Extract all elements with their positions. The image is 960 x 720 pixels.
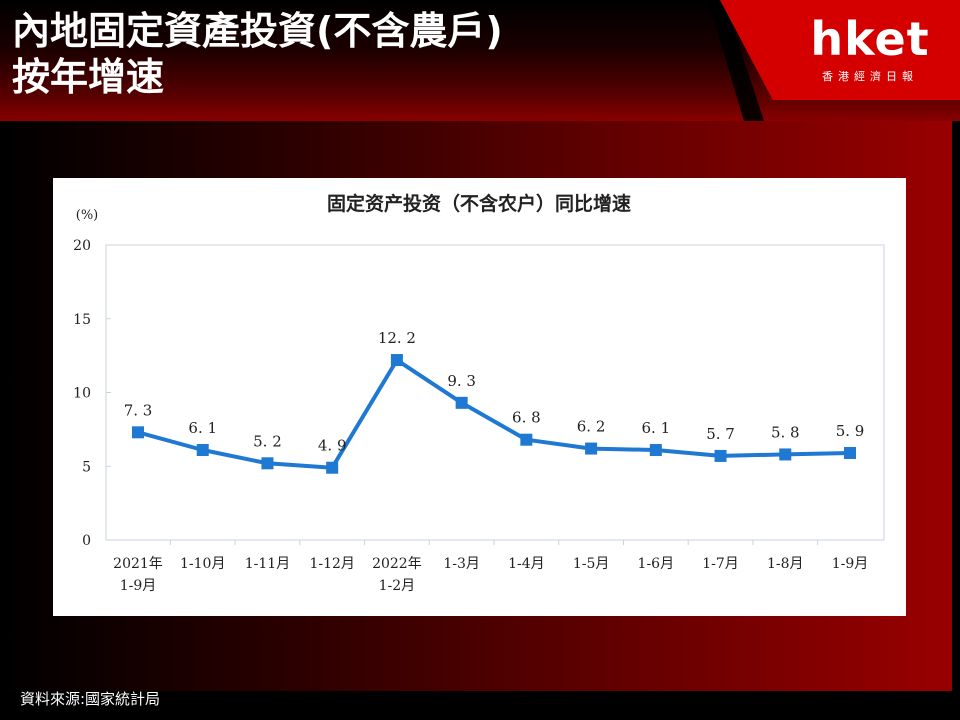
x-tick-label: 1-9月	[832, 556, 869, 572]
data-label: 7. 3	[124, 401, 153, 419]
data-label: 5. 8	[771, 423, 800, 441]
y-tick-label: 5	[82, 459, 91, 475]
data-point	[714, 449, 727, 462]
y-tick-label: 0	[82, 533, 91, 549]
x-tick-label: 1-2月	[379, 578, 416, 594]
x-tick-label: 2021年	[113, 556, 163, 572]
chart-card: 固定资产投资（不含农户）同比增速 (%) 0 5 10 15 20 2021年 1-9月 1…	[53, 178, 906, 616]
plot-frame	[105, 244, 885, 541]
data-point	[779, 448, 792, 461]
chart-title: 固定资产投资（不含农户）同比增速	[327, 192, 631, 215]
data-label: 5. 9	[836, 422, 865, 440]
x-tick-label: 2022年	[372, 556, 422, 572]
data-label: 4. 9	[318, 437, 347, 455]
data-point	[585, 442, 598, 455]
data-point	[390, 354, 403, 367]
y-tick-label: 10	[73, 386, 91, 402]
x-tick-label: 1-7月	[702, 556, 739, 572]
x-tick-label: 1-3月	[443, 556, 480, 572]
source-note: 資料來源:國家統計局	[20, 690, 161, 708]
x-tick-label: 1-11月	[245, 556, 290, 572]
data-point	[196, 444, 209, 457]
data-label: 9. 3	[447, 372, 476, 390]
line-chart: 固定资产投资（不含农户）同比增速 (%) 0 5 10 15 20 2021年 1-9月 1…	[73, 192, 885, 594]
data-label: 5. 2	[253, 432, 282, 450]
data-point	[261, 457, 274, 470]
y-axis-label: (%)	[76, 208, 99, 223]
data-point	[520, 433, 533, 446]
data-point	[132, 426, 144, 439]
data-label: 5. 7	[706, 425, 735, 443]
x-tick-label: 1-4月	[508, 556, 545, 572]
data-label: 6. 2	[577, 418, 606, 436]
x-tick-label: 1-9月	[120, 578, 157, 594]
series-line	[137, 358, 851, 470]
y-tick-label: 20	[73, 238, 91, 254]
page-title: 內地固定資產投資(不含農戶) 按年增速	[12, 9, 503, 99]
data-label: 6. 1	[188, 419, 217, 437]
x-tick-label: 1-8月	[767, 556, 804, 572]
x-tick-label: 1-6月	[638, 556, 675, 572]
data-label: 12. 2	[378, 329, 416, 347]
x-tick-label: 1-5月	[573, 556, 610, 572]
data-point	[844, 446, 856, 459]
data-point	[649, 444, 662, 457]
y-tick-label: 15	[73, 312, 91, 328]
x-tick-label: 1-12月	[309, 556, 354, 572]
data-label: 6. 1	[642, 419, 671, 437]
x-tick-label: 1-10月	[180, 556, 225, 572]
data-point	[326, 461, 339, 474]
hket-logo: hket	[810, 12, 930, 66]
data-point	[455, 396, 468, 409]
hket-logo-subtitle: 香港經濟日報	[822, 70, 918, 83]
data-label: 6. 8	[512, 409, 541, 427]
